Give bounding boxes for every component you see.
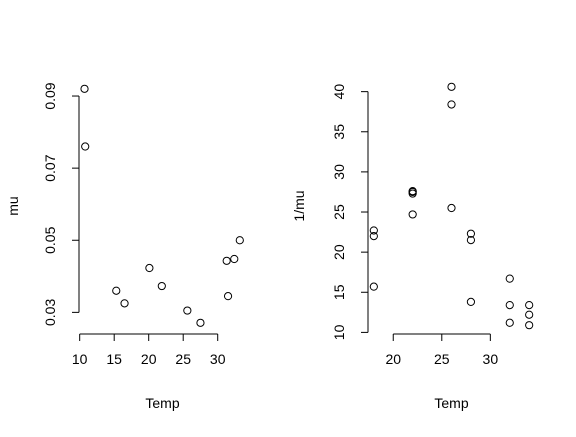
data-point xyxy=(505,301,514,310)
data-point xyxy=(183,306,192,315)
data-point xyxy=(525,301,534,310)
data-point xyxy=(505,274,514,283)
y-tick-label: 0.05 xyxy=(42,226,58,253)
x-tick-label: 10 xyxy=(72,351,88,367)
data-point xyxy=(505,318,514,327)
left-x-axis-label: Temp xyxy=(145,395,179,411)
data-point xyxy=(447,82,456,91)
data-point xyxy=(120,299,129,308)
y-tick-label: 10 xyxy=(331,324,347,340)
data-point xyxy=(525,310,534,319)
data-point xyxy=(230,254,239,264)
left-y-ticks: 0.03 0.05 0.07 0.09 xyxy=(42,82,80,326)
right-y-ticks: 10 15 20 25 30 35 40 xyxy=(331,84,369,340)
data-point xyxy=(447,203,456,213)
data-point xyxy=(223,292,233,301)
y-tick-label: 15 xyxy=(331,284,347,300)
y-tick-label: 35 xyxy=(331,124,347,140)
data-point xyxy=(447,100,456,109)
data-point xyxy=(466,236,476,245)
data-point xyxy=(145,263,154,273)
data-point xyxy=(222,256,231,265)
left-points xyxy=(80,84,244,327)
left-y-axis-label: mu xyxy=(5,196,21,215)
x-tick-label: 25 xyxy=(175,351,191,367)
right-x-axis-label: Temp xyxy=(434,395,468,411)
data-point xyxy=(112,286,121,295)
left-panel: 10 15 20 25 30 0.03 0.05 0.07 0.09 Temp mu xyxy=(5,82,244,411)
y-tick-label: 0.03 xyxy=(42,299,58,326)
data-point xyxy=(408,187,417,196)
y-tick-label: 20 xyxy=(331,244,347,260)
right-y-axis-label: 1/mu xyxy=(291,190,307,221)
data-point xyxy=(369,231,378,241)
y-tick-label: 25 xyxy=(331,204,347,220)
data-point xyxy=(369,226,378,235)
data-point xyxy=(369,282,378,291)
x-tick-label: 25 xyxy=(434,351,450,367)
data-point xyxy=(80,84,89,93)
x-tick-label: 20 xyxy=(141,351,157,367)
x-tick-label: 15 xyxy=(106,351,122,367)
data-point xyxy=(466,297,476,306)
right-x-ticks: 20 25 30 xyxy=(385,333,499,367)
x-tick-label: 30 xyxy=(210,351,226,367)
y-tick-label: 0.07 xyxy=(42,154,58,181)
data-point xyxy=(81,142,90,151)
right-points xyxy=(369,82,534,330)
y-tick-label: 40 xyxy=(331,84,347,100)
data-point xyxy=(466,229,476,238)
x-tick-label: 20 xyxy=(385,351,401,367)
y-tick-label: 30 xyxy=(331,164,347,180)
y-tick-label: 0.09 xyxy=(42,82,58,109)
data-point xyxy=(196,318,205,327)
data-point xyxy=(525,321,534,330)
left-x-ticks: 10 15 20 25 30 xyxy=(72,333,226,367)
x-tick-label: 30 xyxy=(483,351,499,367)
data-point xyxy=(408,210,417,219)
right-panel: 20 25 30 10 15 20 25 30 35 40 Temp 1/mu xyxy=(291,82,534,411)
data-point xyxy=(157,281,166,291)
data-point xyxy=(235,236,244,245)
